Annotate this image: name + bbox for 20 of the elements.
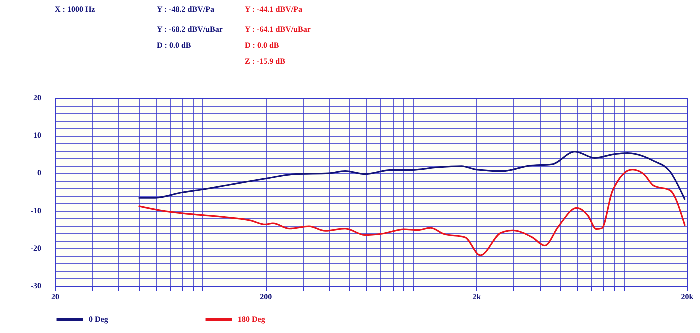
x-tick-label: 2k — [472, 292, 482, 302]
text: Y : -64.1 dBV/uBar — [245, 25, 312, 34]
y-tick-label: -10 — [30, 206, 42, 216]
text: Y : -44.1 dBV/Pa — [245, 5, 302, 14]
text: Y : -48.2 dBV/Pa — [157, 5, 214, 14]
text: Z : -15.9 dB — [245, 57, 286, 66]
text: X : 1000 Hz — [55, 5, 96, 14]
y-tick-label: -30 — [30, 282, 42, 290]
text: D : 0.0 dB — [245, 41, 280, 50]
legend-label: 0 Deg — [89, 315, 108, 324]
x-tick-label: 200 — [260, 292, 272, 302]
x-tick-label: 20k — [681, 292, 694, 302]
y-tick-label: -20 — [30, 244, 42, 253]
y-tick-label: 0 — [38, 168, 42, 178]
y-tick-label: 10 — [34, 131, 42, 140]
legend-label: 180 Deg — [238, 315, 266, 324]
x-tick-label: 20 — [52, 292, 60, 302]
text: D : 0.0 dB — [157, 41, 192, 50]
y-tick-label: 20 — [34, 94, 42, 102]
text: Y : -68.2 dBV/uBar — [157, 25, 224, 34]
